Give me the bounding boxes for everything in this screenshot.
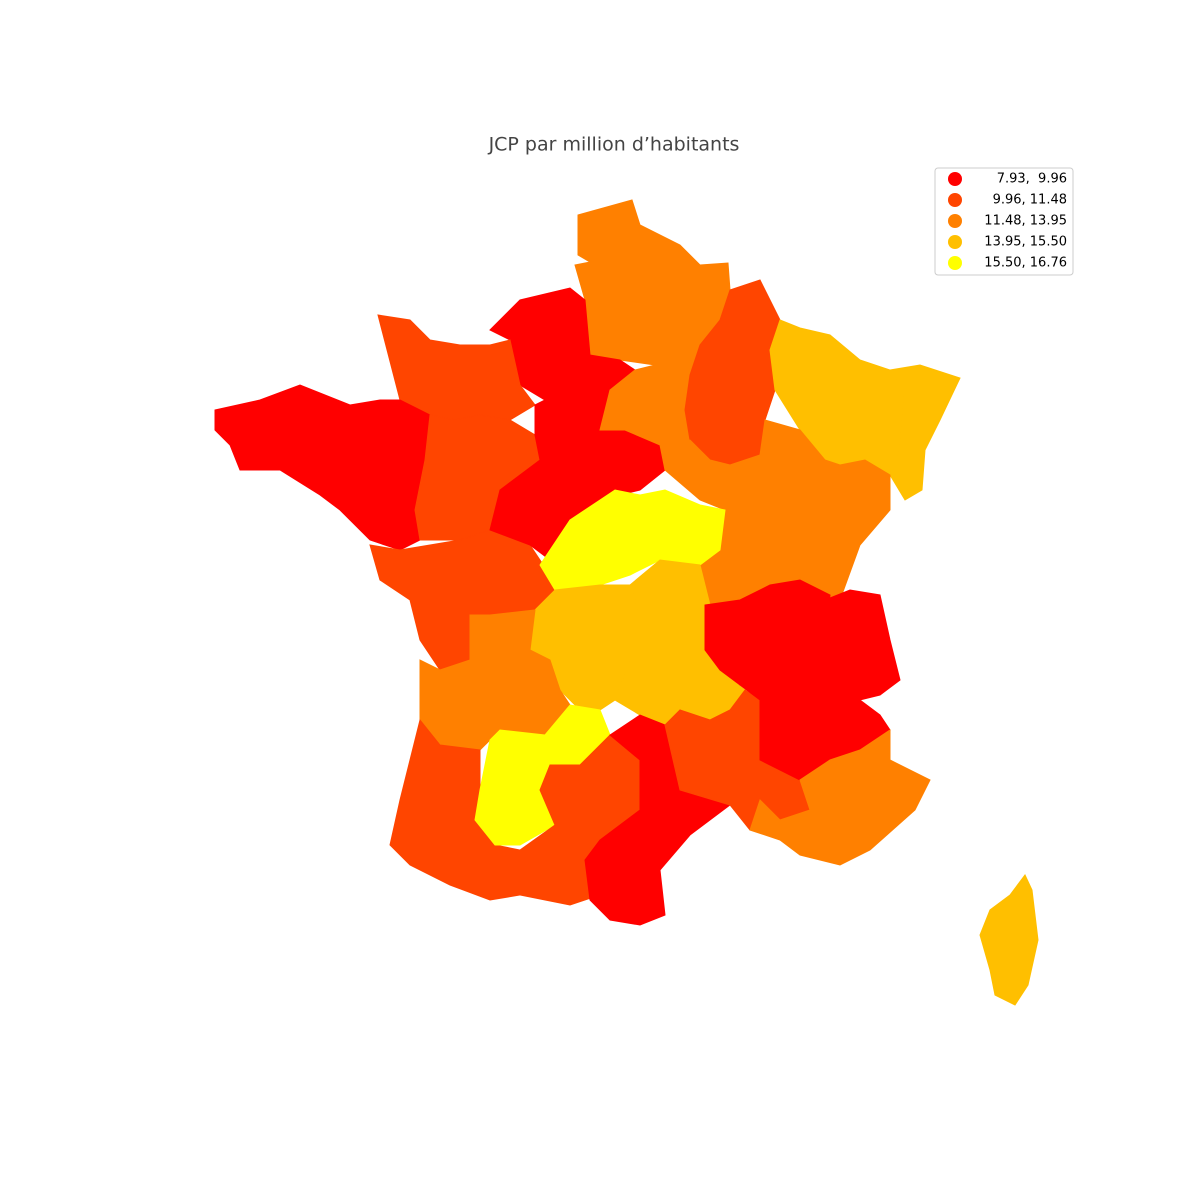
legend-label: 9.96, 11.48 [993,193,1067,208]
legend-label: 7.93, 9.96 [997,172,1067,187]
region [889,364,961,501]
region [809,589,901,701]
legend-label: 15.50, 16.76 [984,256,1067,271]
legend-swatch [948,235,962,249]
region [584,714,732,926]
legend-label: 13.95, 15.50 [984,235,1067,250]
region [979,874,1039,1006]
legend-swatch [948,214,962,228]
legend-swatch [948,256,962,270]
legend-box [934,167,1074,276]
regions [214,199,1039,1006]
region [577,199,731,291]
region [539,489,726,591]
region [749,729,931,866]
legend-swatch [948,172,962,186]
legend-swatch [948,193,962,207]
map-title: JCP par million d’habitants [488,134,740,156]
legend-label: 11.48, 13.95 [984,214,1067,229]
legend: 7.93, 9.96 9.96, 11.48 11.48, 13.95 13.95, … [948,172,1067,271]
